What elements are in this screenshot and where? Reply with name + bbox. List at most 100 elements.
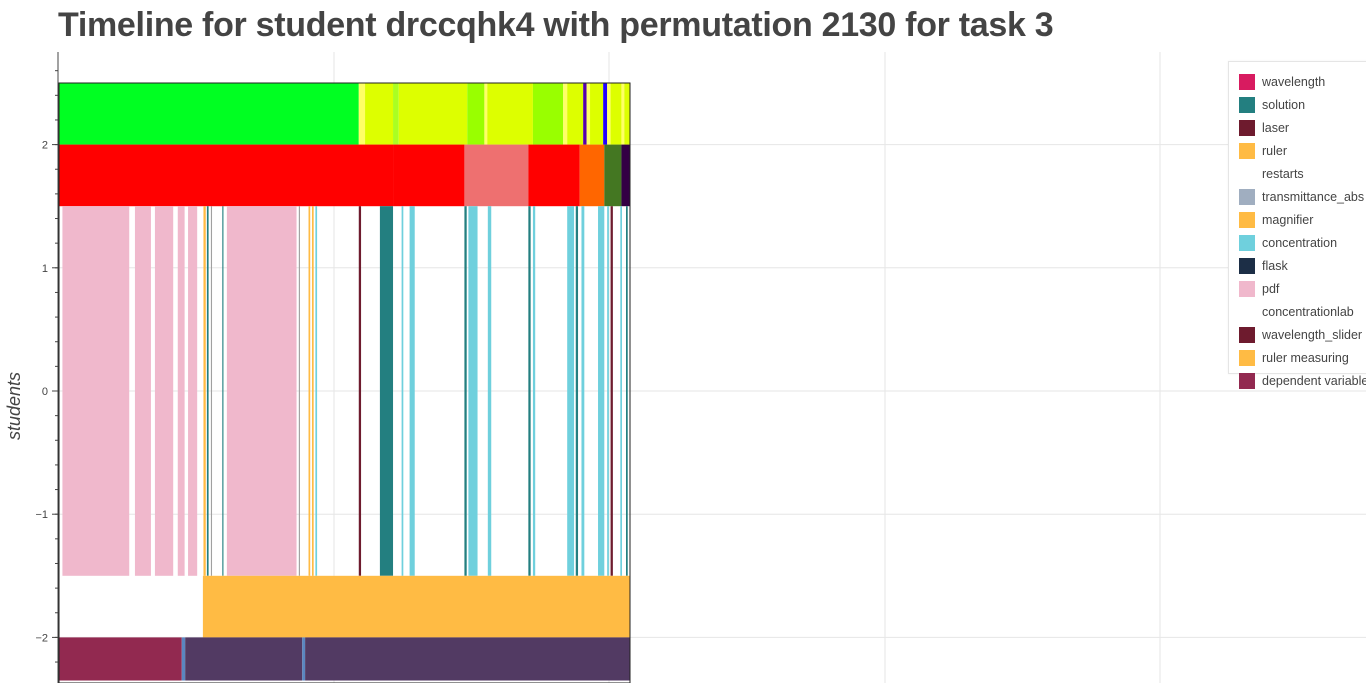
legend: wavelength solution laser ruler restarts tran… [1228, 61, 1366, 389]
legend-label: ruler measuring [1262, 351, 1349, 365]
tools-row-segment [188, 206, 198, 576]
top-simulation-row-segment [583, 83, 587, 145]
y-tick-label: −2 [35, 632, 48, 644]
second-simulation-row-segment [59, 144, 394, 207]
top-simulation-row-segment [398, 83, 468, 145]
legend-item[interactable]: ruler [1239, 142, 1287, 160]
legend-swatch [1239, 212, 1255, 228]
legend-item[interactable]: dependent variable [1239, 372, 1366, 390]
chart-title: Timeline for student drccqhk4 with permu… [58, 6, 1054, 44]
legend-label: concentrationlab [1262, 305, 1354, 319]
tools-row-segment [487, 206, 492, 576]
y-axis-label: students [4, 371, 24, 440]
tools-row-segment [154, 206, 174, 576]
legend-label: magnifier [1262, 213, 1314, 227]
y-tick-label: −1 [35, 509, 48, 521]
top-simulation-row-segment [484, 83, 488, 145]
top-simulation-row-segment [563, 83, 568, 145]
ruler-row-segment [202, 575, 630, 638]
tools-row-segment [308, 206, 311, 576]
legend-item[interactable]: flask [1239, 257, 1288, 275]
legend-item[interactable]: wavelength [1239, 73, 1325, 91]
legend-label: pdf [1262, 282, 1280, 296]
legend-label: ruler [1262, 144, 1288, 158]
tools-row-segment [575, 206, 579, 576]
tools-row-segment [222, 206, 224, 576]
legend-item[interactable]: concentration [1239, 234, 1337, 252]
tools-row-segment [409, 206, 415, 576]
dependent-variable-row-segment [181, 637, 186, 681]
top-simulation-row-segment [610, 83, 622, 145]
second-simulation-row-segment [604, 144, 622, 207]
legend-item[interactable]: ruler measuring [1239, 349, 1349, 367]
tools-row-segment [468, 206, 478, 576]
legend-item[interactable]: pdf [1239, 280, 1279, 298]
tools-row-segment [626, 206, 628, 576]
top-simulation-row-segment [467, 83, 485, 145]
top-simulation-row-segment [532, 83, 564, 145]
tools-row-segment [210, 206, 213, 576]
legend-label: wavelength [1262, 75, 1326, 89]
tools-row-segment [226, 206, 297, 576]
second-simulation-row-segment [393, 144, 465, 207]
legend-item[interactable]: magnifier [1239, 211, 1313, 229]
y-tick-label: 2 [42, 140, 48, 152]
top-simulation-row-segment [59, 83, 359, 145]
tools-row-segment [206, 206, 209, 576]
top-simulation-row-segment [603, 83, 608, 145]
top-simulation-row-segment [607, 83, 611, 145]
legend-label: restarts [1262, 167, 1304, 181]
top-simulation-row-segment [624, 83, 630, 145]
legend-label: laser [1262, 121, 1290, 135]
tools-row-segment [464, 206, 467, 576]
legend-swatch [1239, 304, 1255, 320]
legend-item[interactable]: transmittance_abs [1239, 188, 1364, 206]
legend-label: concentration [1262, 236, 1338, 250]
top-simulation-row-segment [487, 83, 533, 145]
y-tick-label: 1 [42, 263, 48, 275]
legend-item[interactable]: laser [1239, 119, 1289, 137]
legend-swatch [1239, 120, 1255, 136]
dependent-variable-row-segment [305, 637, 630, 681]
timeline-outline [58, 82, 631, 683]
tools-row-segment [567, 206, 575, 576]
top-simulation-row-segment [621, 83, 625, 145]
tools-row-segment [598, 206, 605, 576]
dependent-variable-row-segment [302, 637, 306, 681]
legend-item[interactable]: restarts [1239, 165, 1304, 183]
second-simulation-row-segment [528, 144, 580, 207]
legend-swatch [1239, 258, 1255, 274]
tools-row-segment [315, 206, 318, 576]
tools-row-segment [203, 206, 206, 576]
tools-row-segment [62, 206, 130, 576]
legend-label: flask [1262, 259, 1288, 273]
legend-swatch [1239, 74, 1255, 90]
top-simulation-row-segment [393, 83, 399, 145]
second-simulation-row-segment [621, 144, 630, 207]
legend-item[interactable]: concentrationlab [1239, 303, 1354, 321]
tools-row-segment [581, 206, 585, 576]
tools-row-segment [134, 206, 151, 576]
tools-row-segment [177, 206, 185, 576]
tools-row-segment [620, 206, 623, 576]
legend-label: wavelength_slider [1262, 328, 1363, 342]
top-simulation-row-segment [365, 83, 394, 145]
tools-row-segment [607, 206, 609, 576]
legend-label: solution [1262, 98, 1306, 112]
legend-item[interactable]: solution [1239, 96, 1305, 114]
tools-row-segment [610, 206, 613, 576]
top-simulation-row-segment [586, 83, 591, 145]
legend-label: transmittance_abs [1262, 190, 1365, 204]
second-simulation-row-segment [579, 144, 605, 207]
legend-item[interactable]: wavelength_slider [1239, 326, 1362, 344]
top-simulation-row-segment [590, 83, 604, 145]
legend-swatch [1239, 327, 1255, 343]
tools-row-segment [532, 206, 536, 576]
tools-row-segment [401, 206, 404, 576]
legend-swatch [1239, 373, 1255, 389]
legend-swatch [1239, 281, 1255, 297]
legend-label: dependent variable [1262, 374, 1366, 388]
dependent-variable-row-segment [59, 637, 182, 681]
legend-swatch [1239, 97, 1255, 113]
